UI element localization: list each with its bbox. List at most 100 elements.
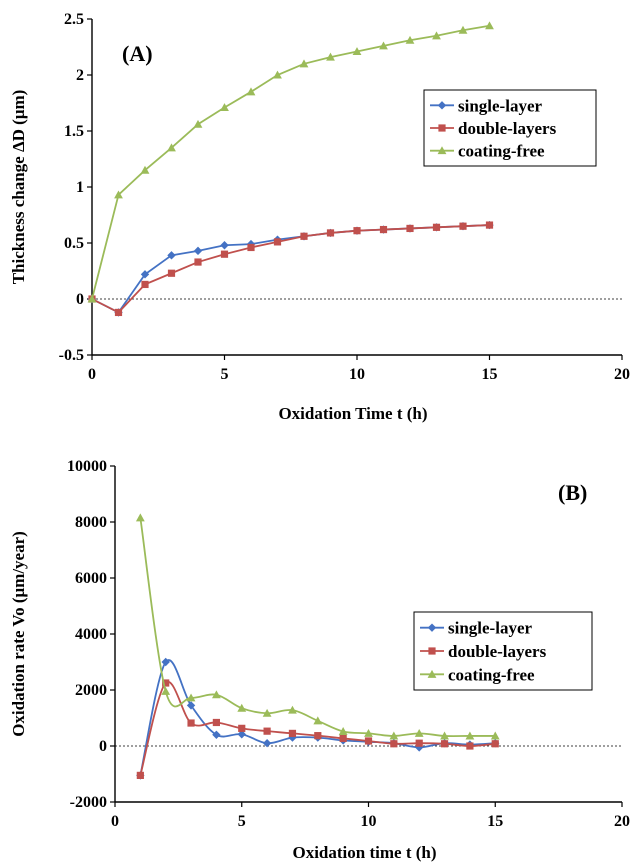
panel-a-label: (A) bbox=[122, 41, 153, 66]
panel-a-point-double-layers bbox=[194, 258, 202, 266]
panel-a-point-coating-free bbox=[326, 52, 335, 61]
panel-a-legend-label-double-layers: double-layers bbox=[458, 119, 557, 138]
panel-b-point-double-layers bbox=[136, 771, 144, 779]
panel-b-point-coating-free bbox=[313, 716, 323, 725]
panel-a-point-coating-free bbox=[246, 87, 256, 96]
panel-b-point-double-layers bbox=[288, 729, 297, 737]
panel-a-point-coating-free bbox=[114, 190, 123, 199]
panel-a-legend-marker-double-layers bbox=[438, 124, 446, 132]
panel-b-y-tick-label: -2000 bbox=[70, 794, 107, 811]
panel-b-y-axis-title: Oxidation rate Vo (μm/year) bbox=[9, 531, 28, 737]
panel-b-point-coating-free bbox=[237, 703, 247, 712]
panel-a-point-double-layers bbox=[406, 224, 414, 233]
panel-a-x-tick-label: 15 bbox=[482, 366, 498, 383]
panel-a-point-single-layer bbox=[167, 251, 176, 260]
panel-b-point-coating-free bbox=[338, 727, 348, 735]
panel-b-point-double-layers bbox=[440, 740, 449, 748]
panel-a-point-double-layers bbox=[273, 238, 282, 246]
panel-b-point-coating-free bbox=[288, 705, 297, 714]
panel-a-point-double-layers bbox=[485, 221, 494, 229]
panel-a-series-double-layers bbox=[88, 221, 494, 317]
panel-a-x-tick-label: 0 bbox=[88, 366, 96, 383]
panel-a-legend-label-single-layer: single-layer bbox=[458, 96, 542, 115]
panel-a-point-coating-free bbox=[405, 35, 415, 44]
panel-b-point-coating-free bbox=[262, 708, 272, 717]
panel-a-y-tick-label: 1 bbox=[76, 179, 84, 196]
panel-a-point-double-layers bbox=[432, 223, 441, 231]
panel-b-legend-label-single-layer: single-layer bbox=[448, 619, 532, 638]
panel-a-series-coating-free bbox=[87, 21, 494, 303]
panel-b-legend: single-layer double-layers coating-free bbox=[413, 611, 593, 691]
panel-a-y-tick-label: 1.5 bbox=[64, 123, 84, 140]
panel-b-point-double-layers bbox=[339, 734, 347, 743]
panel-b-point-double-layers bbox=[187, 719, 195, 727]
panel-b-point-double-layers bbox=[162, 679, 170, 687]
panel-a-point-double-layers bbox=[300, 232, 308, 240]
panel-a-y-axis-title: Thickness change ΔD (μm) bbox=[9, 90, 28, 285]
panel-b-point-coating-free bbox=[414, 729, 424, 737]
panel-b-point-coating-free bbox=[440, 731, 449, 740]
panel-b-point-coating-free bbox=[490, 731, 500, 740]
panel-b-label: (B) bbox=[558, 480, 587, 505]
panel-a-point-single-layer bbox=[220, 241, 229, 250]
panel-a-point-coating-free bbox=[432, 31, 441, 40]
panel-b-point-coating-free bbox=[135, 513, 145, 522]
panel-b-point-single-layer bbox=[415, 743, 424, 752]
panel-b-point-double-layers bbox=[263, 727, 271, 735]
panel-b-y-tick-label: 8000 bbox=[75, 514, 107, 531]
panel-b-legend-marker-double-layers bbox=[428, 647, 436, 655]
panel-b-y-tick-label: 4000 bbox=[75, 626, 107, 643]
panel-a-legend: single-layer double-layers coating-free bbox=[423, 89, 597, 167]
panel-a-point-double-layers bbox=[353, 227, 361, 235]
panel-b-series-coating-free bbox=[135, 513, 500, 740]
panel-b-point-coating-free bbox=[212, 690, 221, 699]
panel-a-y-tick-label: 2.5 bbox=[64, 11, 84, 28]
panel-b-legend-marker-single-layer bbox=[427, 623, 437, 632]
panel-b-legend-label-coating-free: coating-free bbox=[448, 665, 535, 684]
panel-b-point-single-layer bbox=[262, 739, 272, 748]
panel-b-point-double-layers bbox=[238, 724, 246, 732]
panel-a-point-double-layers bbox=[167, 269, 176, 277]
panel-a-x-tick-label: 10 bbox=[349, 366, 365, 383]
panel-b-y-tick-label: 2000 bbox=[75, 682, 107, 699]
panel-b-legend-marker-coating-free bbox=[427, 669, 437, 678]
panel-b-x-tick-label: 5 bbox=[238, 813, 246, 830]
panel-a-point-coating-free bbox=[458, 25, 468, 34]
panel-a-legend-marker-single-layer bbox=[437, 101, 447, 110]
panel-a-x-axis-title: Oxidation Time t (h) bbox=[278, 404, 427, 423]
panel-b-point-double-layers bbox=[491, 740, 499, 748]
panel-b-point-single-layer bbox=[186, 701, 196, 710]
panel-b-point-double-layers bbox=[415, 739, 423, 747]
panel-b-point-double-layers bbox=[390, 740, 398, 748]
panel-b-x-tick-label: 15 bbox=[487, 813, 503, 830]
panel-b-point-double-layers bbox=[212, 718, 220, 727]
panel-b-point-double-layers bbox=[364, 737, 373, 745]
panel-b-y-tick-label: 6000 bbox=[75, 570, 107, 587]
panel-a-point-coating-free bbox=[299, 59, 309, 68]
panel-a-line-double-layers bbox=[91, 224, 490, 314]
panel-a-point-single-layer bbox=[140, 270, 150, 279]
panel-a-y-tick-label: -0.5 bbox=[59, 347, 84, 364]
panel-a-point-double-layers bbox=[326, 229, 335, 237]
panel-a-point-double-layers bbox=[141, 280, 149, 289]
panel-a-y-tick-label: 2 bbox=[76, 67, 84, 84]
panel-a-point-double-layers bbox=[114, 308, 123, 317]
panel-a-point-coating-free bbox=[485, 21, 494, 30]
panel-b-point-coating-free bbox=[364, 729, 373, 737]
panel-b-point-coating-free bbox=[389, 731, 399, 740]
panel-a-x-tick-label: 5 bbox=[221, 366, 229, 383]
panel-a-series-single-layer bbox=[87, 220, 494, 317]
panel-b-point-single-layer bbox=[161, 657, 170, 667]
panel-b-point-coating-free bbox=[186, 693, 196, 702]
panel-a-point-coating-free bbox=[220, 103, 229, 111]
panel-b-x-axis-title: Oxidation time t (h) bbox=[292, 843, 436, 862]
panel-b-point-double-layers bbox=[466, 742, 474, 750]
panel-a-point-coating-free bbox=[140, 165, 150, 174]
panel-b-point-coating-free bbox=[161, 687, 171, 695]
panel-b-x-tick-label: 20 bbox=[614, 813, 630, 830]
panel-b-legend-label-double-layers: double-layers bbox=[448, 642, 547, 661]
panel-a-legend-marker-coating-free bbox=[437, 146, 447, 155]
